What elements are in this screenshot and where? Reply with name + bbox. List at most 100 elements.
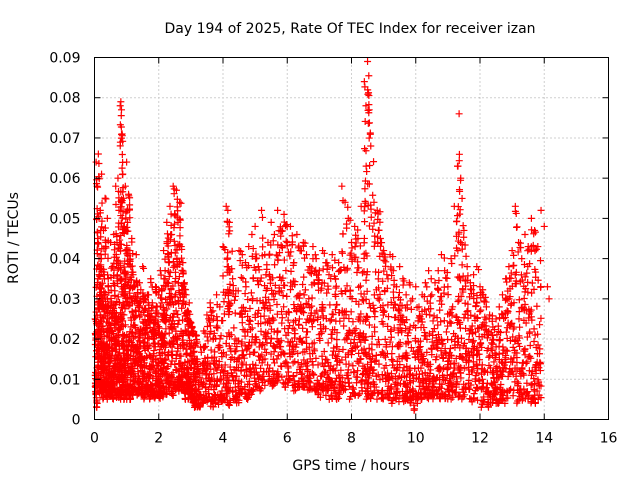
x-tick-labels: 0 2 4 6 8 10 12 14 16 [90,431,617,447]
data-point [332,282,340,290]
data-point [515,315,523,323]
data-point [98,217,106,225]
data-point [163,305,171,313]
data-point [155,324,163,332]
data-point [530,337,538,345]
data-point [228,247,236,255]
data-point [99,322,107,330]
x-tick-label: 8 [347,431,356,447]
data-point [160,359,168,367]
data-point [237,247,245,255]
data-point [382,258,390,266]
data-point [112,201,120,209]
data-point [270,230,278,238]
data-point [110,246,118,254]
data-point [284,368,292,376]
data-point [97,261,105,269]
data-point [527,214,535,222]
data-point [358,269,366,277]
data-point [477,306,485,314]
y-tick-label: 0.09 [49,51,80,67]
data-point [166,202,174,210]
data-point [274,206,282,214]
data-point [545,295,553,303]
x-tick-label: 0 [90,431,99,447]
data-point [102,363,110,371]
x-tick-label: 2 [154,431,163,447]
data-point [402,291,410,299]
data-point [168,374,176,382]
chart-title: Day 194 of 2025, Rate Of TEC Index for r… [164,21,535,37]
data-point [244,296,252,304]
data-point [537,314,545,322]
data-point [159,363,167,371]
data-point [125,302,133,310]
data-point [361,218,369,226]
data-point [121,375,129,383]
data-point [340,322,348,330]
data-point [399,281,407,289]
data-point [362,276,370,284]
data-point [472,303,480,311]
data-point [360,234,368,242]
data-point [459,222,467,230]
data-point [365,72,373,80]
data-point [156,302,164,310]
data-point [115,299,123,307]
data-point [259,234,267,242]
data-point [120,311,128,319]
data-point [94,150,102,158]
data-point [153,303,161,311]
data-point [280,210,288,218]
data-point [343,224,351,232]
data-point [523,269,531,277]
data-point [141,330,149,338]
data-point [476,307,484,315]
data-point [157,271,165,279]
data-point [158,286,166,294]
data-point [98,279,106,287]
y-tick-label: 0.05 [49,211,80,227]
data-point [161,315,169,323]
y-tick-label: 0.03 [49,292,80,308]
data-point [502,328,510,336]
data-point [365,134,373,142]
data-point [162,295,170,303]
data-point [375,226,383,234]
data-point [352,325,360,333]
data-point [442,328,450,336]
data-point [510,251,518,259]
data-point [286,286,294,294]
data-point [300,273,308,281]
data-point [327,316,335,324]
data-point [132,251,140,259]
data-point [146,323,154,331]
data-point [121,321,129,329]
data-point [165,289,173,297]
data-point [457,374,465,382]
data-point [102,195,110,203]
data-point [101,194,109,202]
data-point [98,323,106,331]
data-point [160,247,168,255]
data-point [495,303,503,311]
data-point [126,395,134,403]
data-point [332,301,340,309]
data-point [537,283,545,291]
data-point [117,123,125,131]
data-point [365,119,373,127]
data-point [170,323,178,331]
x-tick-label: 4 [219,431,228,447]
data-point [119,170,127,178]
data-point [131,355,139,363]
data-point [112,182,120,190]
data-point [427,292,435,300]
data-point [396,263,404,271]
data-point [364,58,372,66]
data-point [170,237,178,245]
data-point [423,283,431,291]
data-point [132,306,140,314]
data-point [120,263,128,271]
data-point [150,347,158,355]
